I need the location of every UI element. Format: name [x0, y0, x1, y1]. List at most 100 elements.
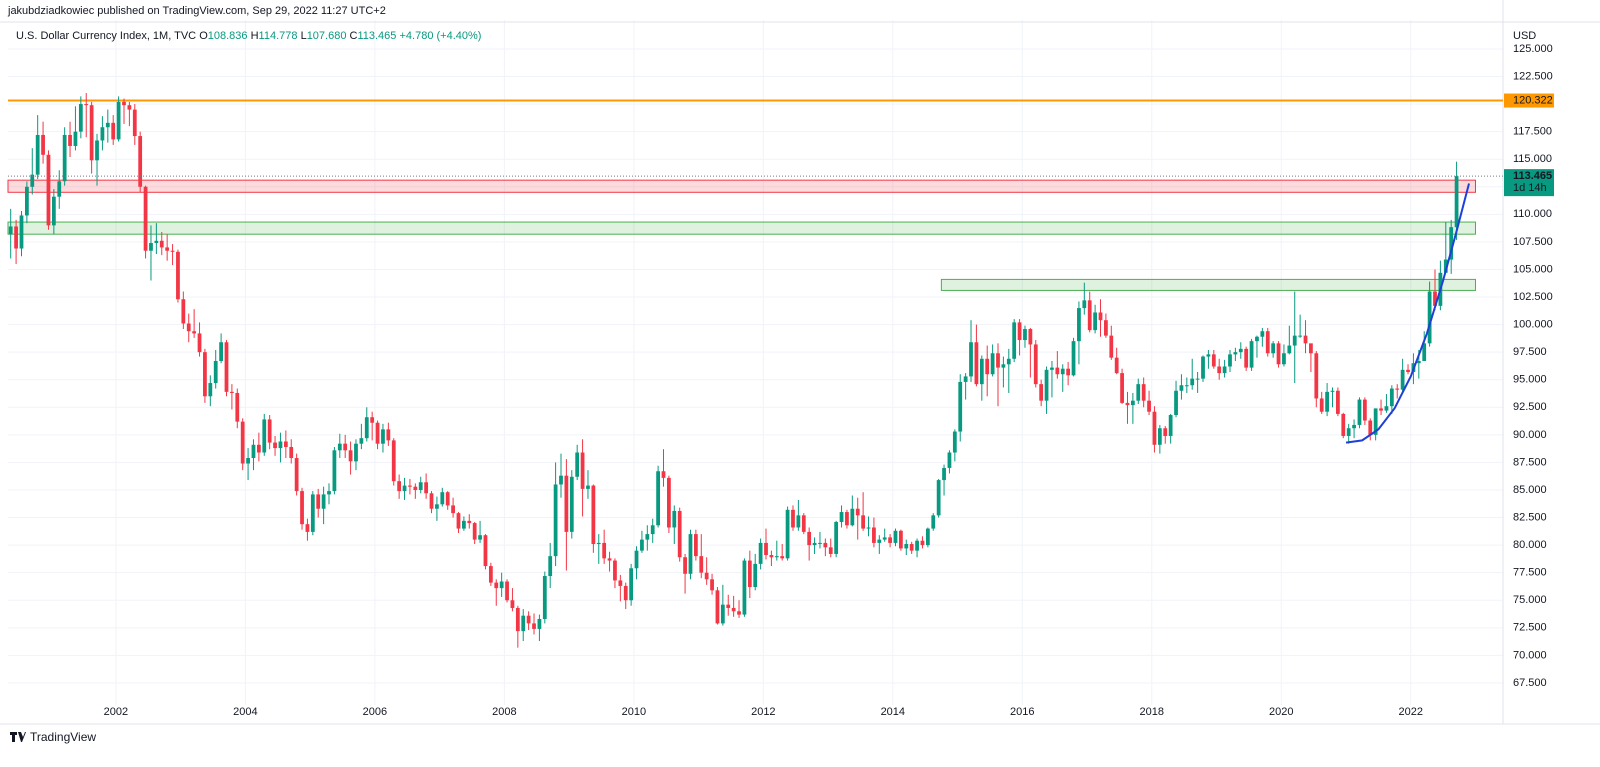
candle-body	[1276, 343, 1281, 365]
candle-body	[478, 535, 482, 540]
candle-body	[613, 560, 617, 581]
candle-body	[332, 450, 337, 492]
candle-body	[764, 542, 768, 556]
candle-body	[408, 485, 412, 487]
candle-body	[667, 477, 671, 528]
candle-body	[1120, 373, 1124, 403]
candle-body	[542, 575, 547, 619]
candle-body	[1346, 428, 1351, 436]
x-tick-label: 2006	[363, 706, 387, 718]
candle-body	[1433, 291, 1437, 306]
candle-body	[176, 251, 180, 300]
candle-body	[602, 542, 607, 559]
candle-body	[1357, 399, 1362, 425]
candle-body	[877, 539, 882, 543]
candle-body	[640, 539, 644, 551]
candle-body	[1087, 300, 1092, 331]
candle-body	[526, 615, 531, 624]
candle-body	[159, 240, 164, 248]
candle-body	[791, 509, 795, 528]
candle-body	[84, 104, 89, 106]
candle-body	[505, 581, 509, 601]
y-tick-label: 85.000	[1513, 484, 1547, 496]
candle-body	[1416, 360, 1421, 364]
candle-body	[1384, 406, 1389, 411]
candle-body	[375, 422, 380, 444]
candle-body	[316, 494, 321, 509]
candle-body	[898, 530, 903, 549]
candle-body	[969, 342, 973, 377]
candle-body	[424, 482, 429, 494]
candle-body	[1168, 415, 1173, 436]
candle-body	[1336, 390, 1340, 414]
candle-body	[1044, 369, 1049, 401]
y-tick-label: 105.000	[1513, 263, 1553, 275]
candle-body	[283, 441, 288, 447]
candle-body	[1141, 384, 1146, 401]
candle-body	[24, 186, 29, 216]
candle-body	[1017, 322, 1022, 341]
candle-body	[197, 333, 202, 353]
candle-body	[310, 494, 315, 532]
candle-body	[1104, 320, 1108, 336]
candle-body	[834, 521, 839, 554]
y-tick-label: 67.500	[1513, 677, 1547, 689]
candle-body	[1330, 390, 1335, 392]
candle-body	[14, 226, 18, 249]
candle-body	[51, 196, 56, 226]
candle-body	[893, 530, 898, 543]
brand-logo	[10, 732, 26, 742]
candle-body	[1443, 259, 1448, 273]
candle-body	[68, 134, 72, 146]
candle-body	[203, 352, 207, 397]
candle-body	[451, 505, 455, 514]
last-price-label: 113.465	[1513, 170, 1552, 182]
candle-body	[1012, 322, 1017, 359]
candle-body	[515, 607, 520, 632]
y-tick-label: 82.500	[1513, 511, 1547, 523]
candle-body	[262, 419, 267, 453]
y-tick-label: 100.000	[1513, 319, 1553, 331]
o-label: O	[199, 30, 208, 42]
x-tick-label: 2016	[1010, 706, 1034, 718]
candle-body	[57, 181, 62, 197]
footer-brand: TradingView	[10, 730, 96, 744]
candle-body	[1114, 357, 1119, 374]
y-tick-label: 92.500	[1513, 401, 1547, 413]
candle-body	[1389, 388, 1394, 407]
candle-body	[1400, 369, 1405, 390]
candle-body	[974, 342, 979, 385]
candle-body	[224, 342, 229, 392]
candle-body	[1071, 341, 1076, 376]
candle-body	[872, 527, 876, 543]
candle-body	[1298, 335, 1303, 337]
candle-body	[467, 520, 472, 524]
candle-body	[305, 524, 310, 532]
candle-body	[122, 101, 126, 106]
candle-body	[1023, 329, 1027, 341]
y-tick-label: 110.000	[1513, 208, 1552, 220]
candle-body	[1325, 391, 1329, 412]
candle-body	[1093, 312, 1097, 331]
y-tick-label: 70.000	[1513, 649, 1547, 661]
candle-body	[154, 240, 159, 244]
candle-body	[456, 513, 461, 529]
candle-body	[386, 429, 391, 441]
candle-body	[1157, 428, 1162, 445]
candle-body	[30, 174, 35, 187]
candle-body	[1147, 400, 1151, 412]
candle-body	[747, 560, 752, 588]
zone	[7, 221, 1476, 235]
candle-body	[1373, 408, 1378, 435]
candle-body	[488, 566, 493, 583]
candle-body	[774, 556, 779, 558]
candle-body	[246, 458, 250, 464]
candle-body	[710, 579, 714, 591]
candle-body	[1228, 354, 1232, 367]
candle-body	[699, 556, 704, 573]
candle-body	[1179, 385, 1184, 391]
candle-body	[300, 491, 304, 525]
candle-body	[435, 504, 439, 509]
candle-body	[1303, 335, 1308, 344]
y-tick-label: 72.500	[1513, 622, 1547, 634]
